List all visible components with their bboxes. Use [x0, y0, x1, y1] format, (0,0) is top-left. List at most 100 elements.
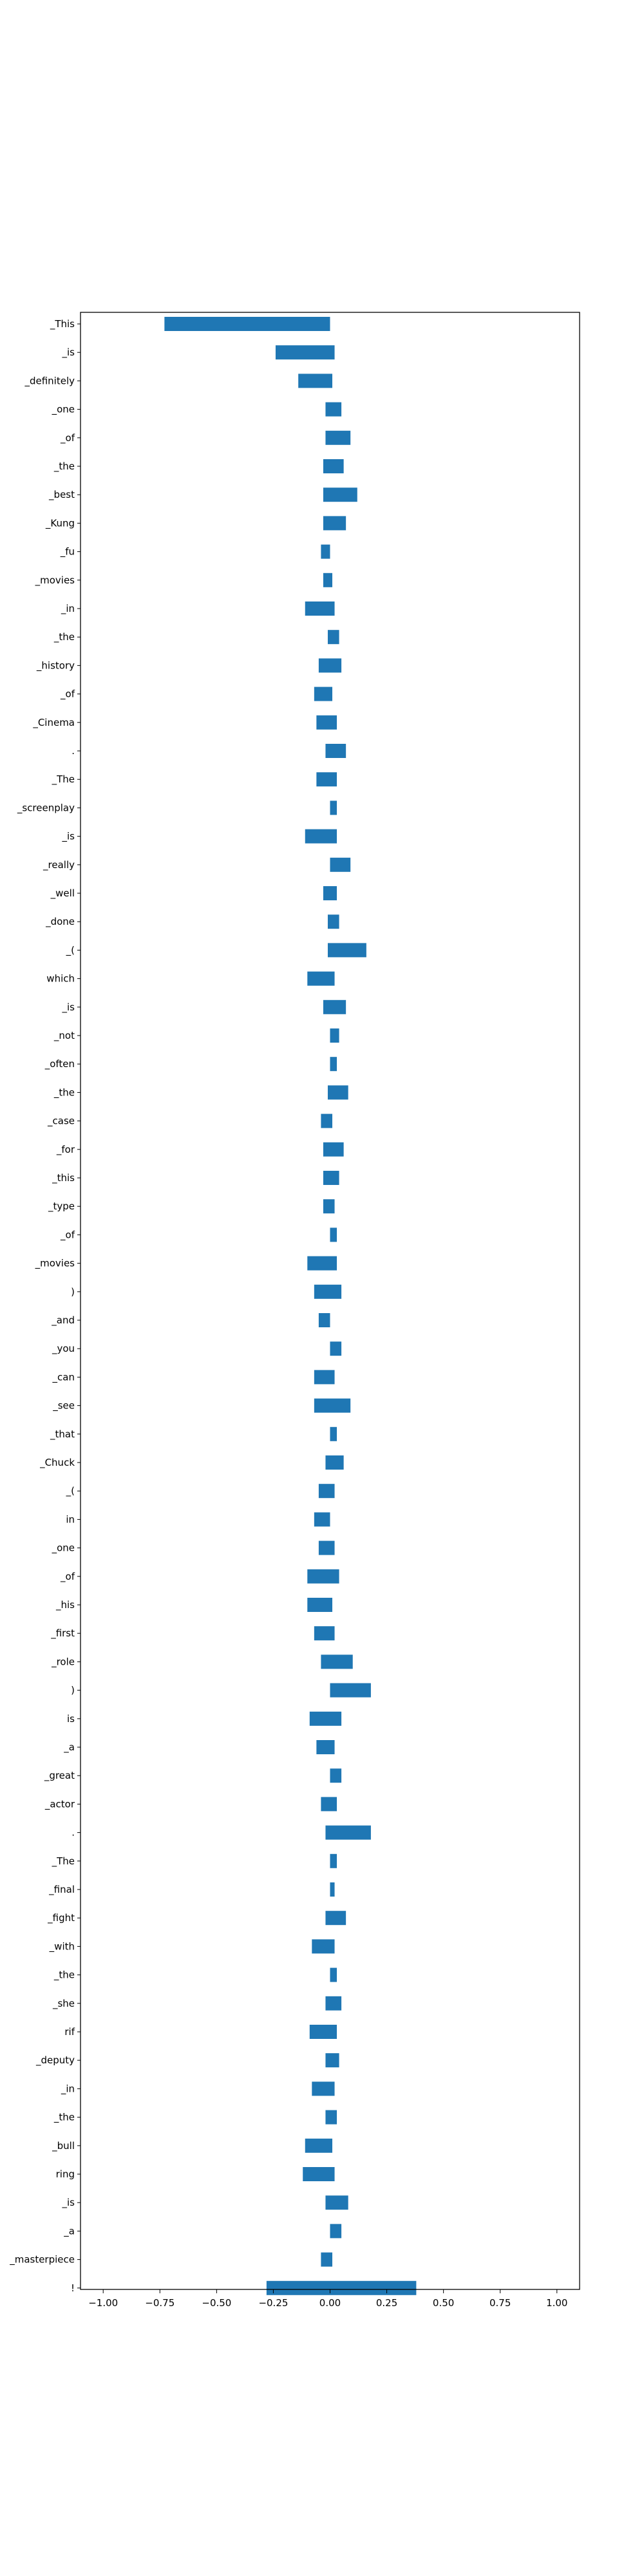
bar [325, 2053, 339, 2068]
bar [316, 772, 337, 787]
bar [298, 374, 333, 388]
bar [323, 488, 357, 502]
y-tick-label: _actor [44, 1798, 75, 1810]
bar [316, 1740, 335, 1754]
bar [321, 1797, 337, 1812]
y-tick-label: _and [51, 1314, 75, 1327]
bar [330, 1853, 337, 1868]
x-tick-label: −0.25 [258, 2297, 288, 2309]
bar [323, 1142, 344, 1157]
bar [309, 2025, 337, 2039]
y-tick-label: rif [64, 2026, 75, 2038]
y-tick-label: _in [61, 2083, 75, 2095]
bar [321, 2252, 333, 2267]
x-tick-label: 0.25 [376, 2297, 397, 2309]
y-tick-label: _one [52, 1542, 75, 1555]
y-tick-label: _case [47, 1115, 75, 1128]
y-tick-label: _great [44, 1770, 75, 1782]
y-tick-label: _is [62, 2197, 75, 2209]
bar [318, 1540, 335, 1555]
bar [327, 1085, 348, 1100]
y-tick-label: _can [52, 1371, 75, 1383]
y-tick-label: _The [52, 773, 75, 786]
bar [307, 971, 335, 986]
bar [323, 573, 333, 587]
x-tick-label: −0.50 [202, 2297, 231, 2309]
plot-frame [80, 312, 580, 2290]
bar [318, 1313, 330, 1327]
y-tick-label: _( [66, 1485, 75, 1497]
bar [325, 1825, 371, 1840]
bar [305, 829, 337, 844]
x-axis: −1.00 −0.75 −0.50 −0.25 0.00 0.25 0.50 0.75 1.00 [88, 2289, 567, 2309]
bar [330, 1768, 342, 1783]
y-tick-label: . [71, 745, 75, 757]
bar [330, 857, 351, 872]
y-tick-label: ) [71, 1685, 75, 1696]
bar [305, 601, 335, 616]
y-tick-label: _is [62, 1001, 75, 1014]
bar [305, 2138, 333, 2153]
y-tick-label: _Kung [45, 517, 75, 529]
bar [307, 1569, 339, 1584]
y-tick-label: _in [61, 603, 75, 615]
y-tick-label: ! [71, 2282, 75, 2294]
bar [307, 1256, 337, 1271]
bar [330, 800, 337, 815]
bar [330, 1028, 339, 1043]
y-tick-label: _not [53, 1030, 75, 1042]
x-tick-label: −0.75 [145, 2297, 175, 2309]
bar [323, 459, 344, 473]
bar [318, 658, 342, 673]
y-tick-label: _This [50, 318, 75, 330]
y-tick-label: _The [52, 1855, 75, 1868]
x-tick-label: 1.00 [546, 2297, 567, 2309]
y-tick-label: _you [52, 1343, 75, 1355]
y-tick-label: _one [52, 404, 75, 416]
y-tick-label: . [71, 1827, 75, 1839]
y-tick-label: _done [45, 916, 75, 928]
bar [327, 630, 339, 645]
y-tick-label: _the [53, 631, 75, 643]
bar [266, 2280, 417, 2295]
bar [330, 1057, 337, 1072]
y-tick-label: _with [49, 1940, 75, 1953]
y-tick-label: _she [52, 1998, 75, 2010]
y-tick-label: _often [44, 1058, 75, 1070]
y-tick-label: _masterpiece [9, 2254, 75, 2266]
bar [325, 430, 351, 445]
y-tick-label: _see [52, 1400, 75, 1412]
bar [330, 1967, 337, 1982]
bar [325, 402, 342, 417]
y-tick-label: _type [48, 1200, 75, 1213]
y-tick-label: _history [36, 659, 75, 672]
y-tick-label: _the [53, 1086, 75, 1099]
y-tick-label: _movies [35, 1258, 75, 1270]
bar [323, 1199, 335, 1214]
y-tick-label: _deputy [35, 2054, 75, 2067]
bar [330, 1683, 371, 1698]
y-tick-label: _definitely [24, 375, 75, 387]
bar [325, 1996, 342, 2011]
bar [314, 1284, 342, 1299]
bar [325, 1455, 344, 1470]
bar [307, 1598, 333, 1612]
y-tick-label: which [46, 973, 75, 985]
y-tick-label: _Chuck [39, 1457, 75, 1469]
y-tick-label: _a [63, 2225, 75, 2237]
bar [321, 544, 330, 559]
bar [323, 1171, 339, 1185]
bar [321, 1654, 353, 1669]
y-tick-label: _this [52, 1172, 75, 1184]
y-tick-label: _fu [60, 546, 75, 558]
bar [314, 1512, 330, 1527]
bar [314, 687, 333, 701]
x-tick-label: 0.50 [433, 2297, 454, 2309]
bar [164, 317, 330, 331]
y-tick-label: _( [66, 944, 75, 956]
bar [327, 943, 366, 958]
bar [325, 1911, 346, 1926]
y-tick-labels: _This _is _definitely _one _of _the _best _Kung… [9, 318, 80, 2294]
y-tick-label: _the [53, 460, 75, 473]
